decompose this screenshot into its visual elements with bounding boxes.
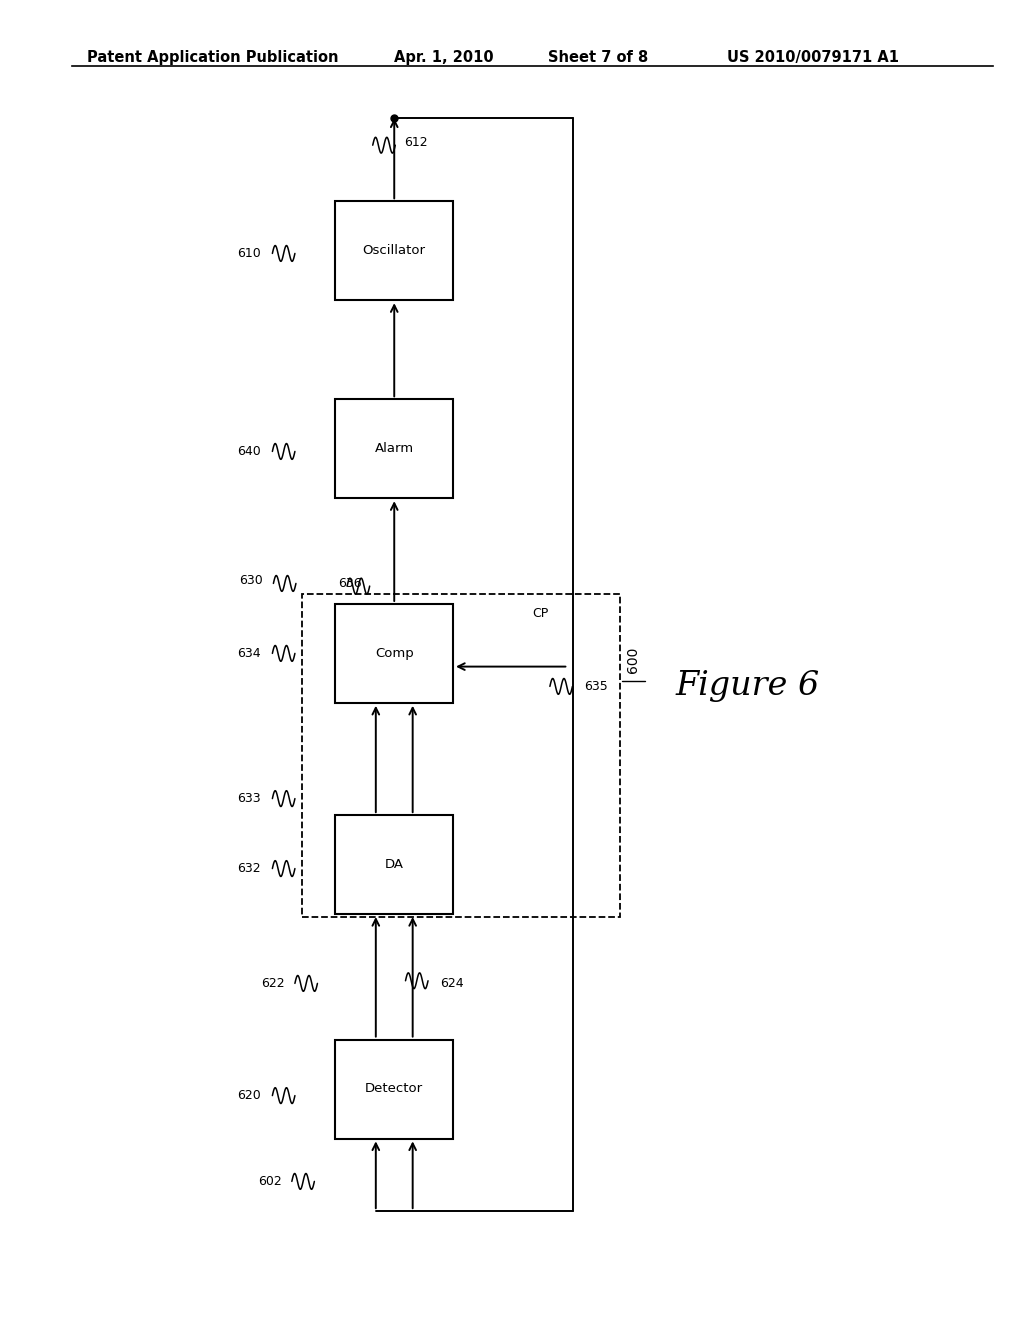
Text: 630: 630 xyxy=(240,574,263,587)
Text: Sheet 7 of 8: Sheet 7 of 8 xyxy=(548,50,648,65)
Text: Figure 6: Figure 6 xyxy=(676,671,819,702)
Text: 633: 633 xyxy=(238,792,261,805)
Text: 612: 612 xyxy=(404,136,428,149)
Bar xyxy=(302,594,620,917)
Text: Oscillator: Oscillator xyxy=(362,244,426,257)
Text: Patent Application Publication: Patent Application Publication xyxy=(87,50,339,65)
Text: CP: CP xyxy=(532,607,549,620)
Text: Apr. 1, 2010: Apr. 1, 2010 xyxy=(394,50,494,65)
Text: 622: 622 xyxy=(261,977,285,990)
Text: 624: 624 xyxy=(440,977,464,990)
Text: 634: 634 xyxy=(238,647,261,660)
Text: 610: 610 xyxy=(238,247,261,260)
Bar xyxy=(336,605,453,702)
Bar xyxy=(336,399,453,498)
Text: Detector: Detector xyxy=(366,1082,423,1096)
Text: 602: 602 xyxy=(258,1175,282,1188)
Bar xyxy=(336,1040,453,1138)
Text: 636: 636 xyxy=(338,577,361,590)
Text: 635: 635 xyxy=(584,680,607,693)
Bar xyxy=(336,814,453,913)
Text: US 2010/0079171 A1: US 2010/0079171 A1 xyxy=(727,50,899,65)
Text: DA: DA xyxy=(385,858,403,871)
Text: Alarm: Alarm xyxy=(375,442,414,455)
Bar xyxy=(336,201,453,300)
Text: 632: 632 xyxy=(238,862,261,875)
Text: Comp: Comp xyxy=(375,647,414,660)
Text: 640: 640 xyxy=(238,445,261,458)
Text: 620: 620 xyxy=(238,1089,261,1102)
Text: 600: 600 xyxy=(626,647,640,673)
